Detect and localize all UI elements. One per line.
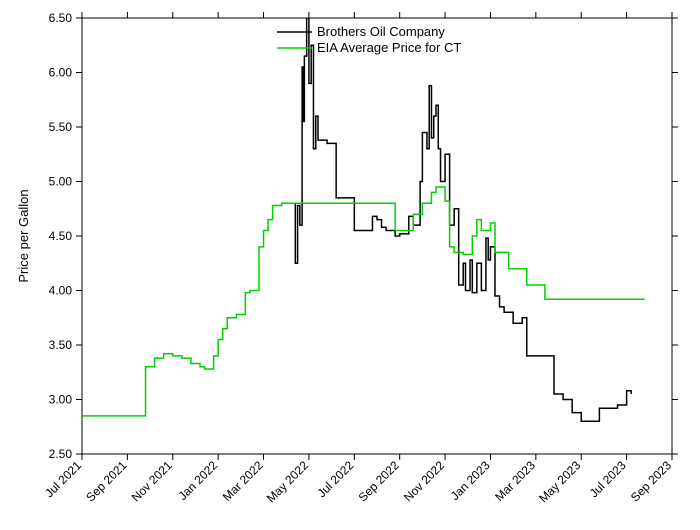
price-chart: 2.50 3.00 3.50 4.00 4.50 5.00 5.50 6.00 6.50 Pric… <box>0 0 700 525</box>
y-tick-label: 4.50 <box>49 229 73 243</box>
y-tick-label: 4.00 <box>49 284 73 298</box>
legend-label: Brothers Oil Company <box>317 24 445 39</box>
x-tick-label: Jan 2022 <box>175 458 220 503</box>
plot-border <box>82 18 672 454</box>
series-brothers-oil <box>291 18 631 421</box>
x-tick-label: Sep 2022 <box>356 458 402 504</box>
y-tick-label: 2.50 <box>49 447 73 461</box>
legend-label: EIA Average Price for CT <box>317 40 461 55</box>
x-tick-label: Nov 2022 <box>401 458 447 504</box>
y-tick-label: 6.00 <box>49 66 73 80</box>
x-tick-label: May 2023 <box>536 458 583 505</box>
series-eia-ct <box>82 187 645 416</box>
x-tick-label: Jan 2023 <box>448 458 493 503</box>
x-tick-label: May 2022 <box>264 458 311 505</box>
y-tick-label: 6.50 <box>49 11 73 25</box>
x-tick-label: Sep 2021 <box>83 458 129 504</box>
x-tick-label: Nov 2021 <box>129 458 175 504</box>
x-tick-label: Jul 2022 <box>314 458 356 500</box>
x-tick-label: Jul 2021 <box>42 458 84 500</box>
y-tick-label: 5.00 <box>49 175 73 189</box>
y-tick-label: 3.50 <box>49 338 73 352</box>
x-tick-label: Sep 2023 <box>628 458 674 504</box>
y-axis-label: Price per Gallon <box>16 189 31 282</box>
y-tick-label: 3.00 <box>49 393 73 407</box>
x-tick-label: Jul 2023 <box>587 458 629 500</box>
y-tick-label: 5.50 <box>49 120 73 134</box>
x-tick-label: Mar 2022 <box>220 458 266 504</box>
chart-svg: 2.50 3.00 3.50 4.00 4.50 5.00 5.50 6.00 6.50 Pric… <box>0 0 700 525</box>
x-tick-label: Mar 2023 <box>492 458 538 504</box>
